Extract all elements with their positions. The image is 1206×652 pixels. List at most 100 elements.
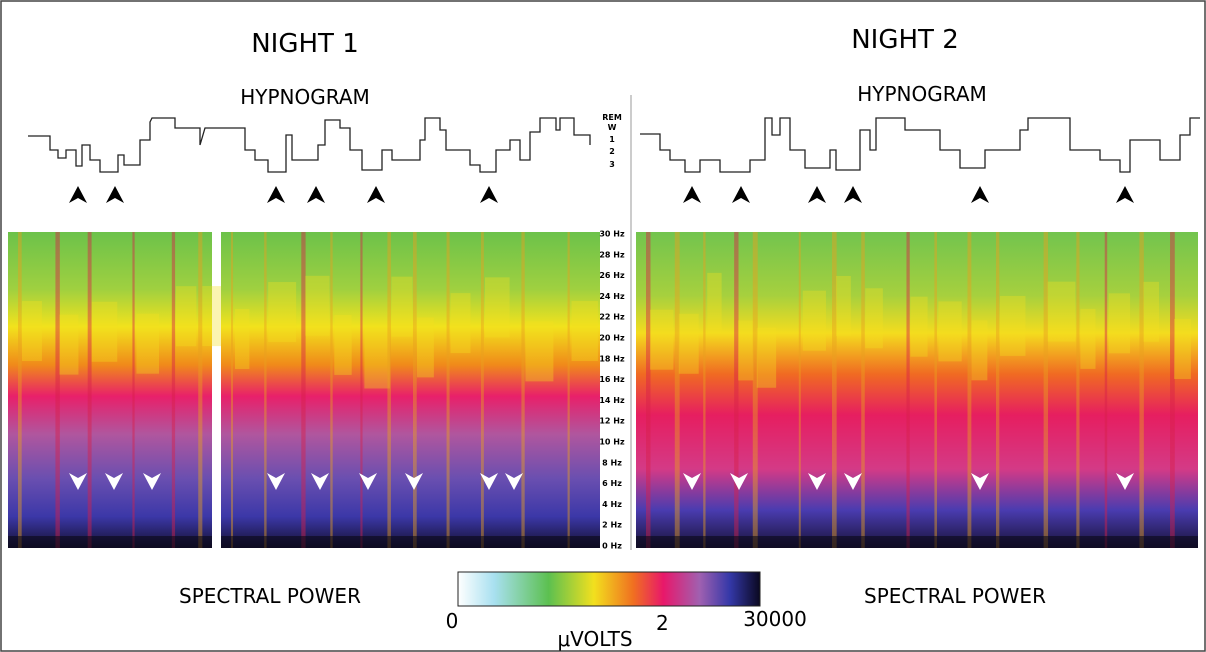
spectrogram (221, 232, 600, 548)
spectrogram-band (910, 296, 928, 357)
spectrogram-band (136, 313, 160, 374)
spectrogram-band (450, 293, 471, 354)
night-title: NIGHT 2 (851, 25, 959, 55)
hypnogram-title: HYPNOGRAM (857, 82, 987, 106)
spectrogram-band (1043, 232, 1049, 548)
spectrogram-band (802, 290, 826, 351)
spectrogram-band (571, 300, 598, 361)
spectrogram-band (525, 321, 554, 382)
arrow-down (730, 473, 748, 490)
frequency-label: 8 Hz (602, 458, 622, 467)
spectrogram-band (391, 276, 413, 337)
colorbar-max: 30000 (743, 607, 807, 631)
spectrogram-band (55, 232, 60, 548)
spectrogram-band (521, 232, 525, 548)
spectrogram-band (738, 320, 754, 381)
frequency-label: 10 Hz (599, 438, 625, 447)
spectrogram-band (1174, 318, 1191, 379)
spectrogram-band (171, 232, 176, 548)
colorbar-unit-exponent: 2 (656, 611, 669, 635)
arrow-down (143, 473, 161, 490)
frequency-label: 20 Hz (599, 334, 625, 343)
spectrogram-floor (8, 536, 212, 548)
arrow-down (69, 473, 87, 490)
frequency-label: 2 Hz (602, 521, 622, 530)
stage-label: 1 (609, 135, 615, 144)
spectrogram-band (202, 286, 224, 347)
spectrogram-band (18, 232, 22, 548)
frequency-label: 0 Hz (602, 542, 622, 551)
arrow-down (267, 473, 285, 490)
spectral-title: SPECTRAL POWER (179, 584, 361, 608)
spectrogram-floor (221, 536, 600, 548)
spectrogram-band (756, 327, 777, 388)
arrow-up (480, 186, 498, 203)
spectrogram-band (480, 232, 484, 548)
frequency-label: 14 Hz (599, 396, 625, 405)
spectrogram-band (1104, 232, 1108, 548)
arrow-up (844, 186, 862, 203)
spectrogram (8, 232, 212, 548)
arrow-up (971, 186, 989, 203)
spectrogram-band (446, 232, 450, 548)
spectrogram-band (567, 232, 570, 548)
spectrogram-band (865, 288, 883, 349)
frequency-label: 18 Hz (599, 354, 625, 363)
spectrogram-band (1076, 232, 1080, 548)
arrow-up (106, 186, 124, 203)
spectrogram-band (798, 232, 801, 548)
arrow-down (683, 473, 701, 490)
spectrogram-band (1108, 293, 1131, 354)
spectrogram-band (1000, 295, 1026, 356)
arrow-up (683, 186, 701, 203)
stage-label: REM (602, 113, 622, 122)
frequency-label: 24 Hz (599, 292, 625, 301)
spectrogram-band (674, 232, 680, 548)
spectrogram-band (832, 232, 837, 548)
spectrogram-band (198, 232, 203, 548)
frequency-label: 12 Hz (599, 417, 625, 426)
spectrogram-band (938, 301, 962, 362)
arrow-down (505, 473, 523, 490)
frequency-label: 22 Hz (599, 313, 625, 322)
frequency-label: 16 Hz (599, 375, 625, 384)
spectrogram-band (1047, 281, 1076, 342)
spectrogram-band (387, 232, 391, 548)
arrow-down (1116, 473, 1134, 490)
arrow-up (732, 186, 750, 203)
spectrogram-band (484, 277, 510, 338)
stage-label: 2 (609, 147, 615, 156)
spectrogram-band (836, 275, 851, 336)
spectral-title: SPECTRAL POWER (864, 584, 1046, 608)
spectrogram-band (175, 286, 197, 347)
frequency-label: 28 Hz (599, 250, 625, 259)
spectrogram-band (22, 300, 42, 361)
spectrogram (636, 232, 1198, 548)
spectrogram-band (967, 232, 972, 548)
arrow-down (808, 473, 826, 490)
spectrogram-band (646, 232, 651, 548)
colorbar-unit: μVOLTS (557, 627, 632, 651)
spectrogram-band (703, 232, 706, 548)
spectrogram-band (305, 275, 330, 336)
stage-label: 3 (609, 160, 615, 169)
spectrogram-band (231, 232, 234, 548)
stage-label: W (608, 123, 617, 132)
frequency-label: 26 Hz (599, 271, 625, 280)
hypnogram-trace (28, 117, 591, 173)
colorbar-min: 0 (446, 609, 459, 633)
spectrogram-band (59, 314, 79, 375)
spectrogram-band (87, 232, 92, 548)
spectrogram-floor (636, 536, 1198, 548)
spectrogram-band (734, 232, 739, 548)
spectrogram-band (1170, 232, 1175, 548)
arrow-down (844, 473, 862, 490)
arrow-up (808, 186, 826, 203)
frequency-label: 4 Hz (602, 500, 622, 509)
spectrogram-band (650, 309, 674, 370)
spectrogram-band (971, 320, 988, 381)
spectrogram-band (264, 232, 267, 548)
arrow-down (405, 473, 423, 490)
